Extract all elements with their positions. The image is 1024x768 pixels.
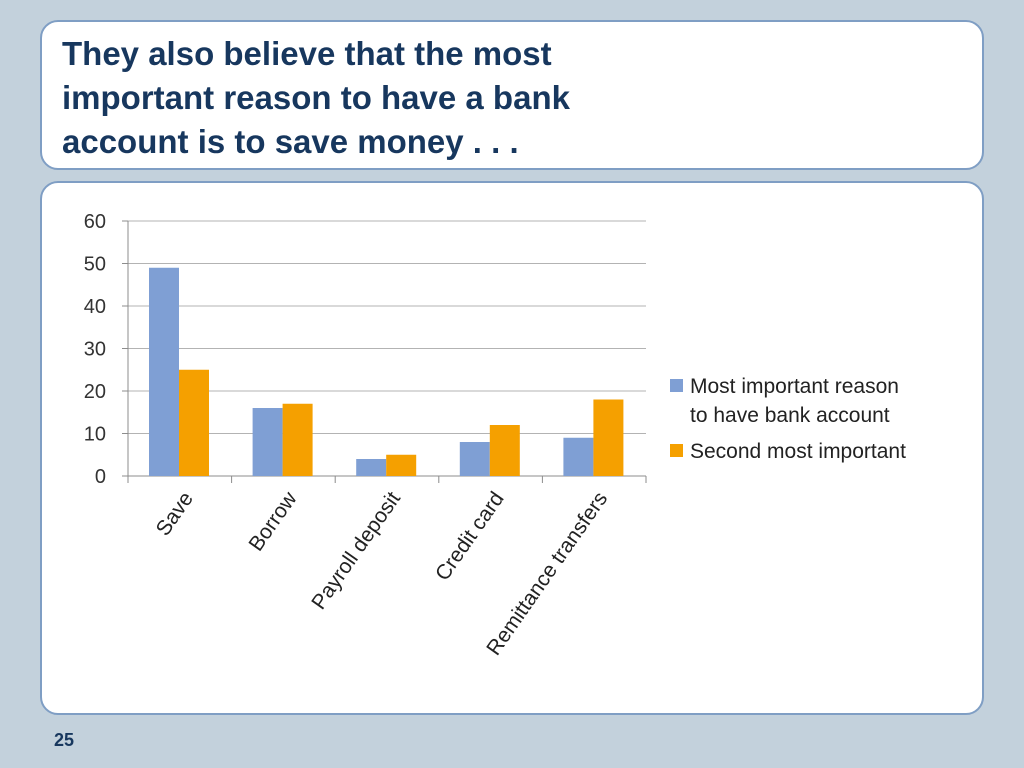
- y-tick-label-0: 0: [95, 466, 106, 488]
- x-category-label-remittance-transfers: Remittance transfers: [482, 488, 612, 660]
- x-category-label-credit-card: Credit card: [431, 488, 509, 585]
- x-category-label-payroll-deposit: Payroll deposit: [307, 488, 405, 614]
- y-tick-label-40: 40: [84, 296, 106, 318]
- y-tick-label-50: 50: [84, 254, 106, 276]
- slide-title-line-2: important reason to have a bank: [62, 79, 570, 116]
- y-tick-label-10: 10: [84, 424, 106, 446]
- legend-swatch-0: [670, 379, 683, 392]
- bar-most-important-payroll-deposit: [356, 459, 387, 476]
- bar-chart: 0 10 20 30 40 50 60 Save Borrow Payroll deposit Cr…: [84, 211, 906, 660]
- y-tick-label-30: 30: [84, 339, 106, 361]
- y-tick-label-20: 20: [84, 381, 106, 403]
- bar-most-important-remittance-transfers: [563, 437, 594, 476]
- legend-label-1-0: Second most important: [690, 440, 906, 463]
- page-number: 25: [54, 730, 75, 750]
- title-box: They also believe that the most importan…: [40, 20, 984, 170]
- bar-second-most-payroll-deposit: [386, 454, 417, 476]
- bar-second-most-save: [179, 369, 209, 476]
- chart-box: 0 10 20 30 40 50 60 Save Borrow Payroll deposit Cr…: [40, 181, 984, 715]
- bar-second-most-borrow: [282, 403, 313, 476]
- x-category-label-save: Save: [152, 488, 198, 540]
- bar-second-most-remittance-transfers: [593, 399, 624, 476]
- y-tick-label-60: 60: [84, 211, 106, 233]
- slide-title-line-1: They also believe that the most: [62, 35, 552, 72]
- slide-title: They also believe that the most importan…: [62, 32, 762, 164]
- slide-title-line-3: account is to save money . . .: [62, 123, 519, 160]
- bar-most-important-credit-card: [459, 442, 490, 476]
- legend-swatch-1: [670, 444, 683, 457]
- x-category-label-borrow: Borrow: [244, 487, 301, 555]
- bar-most-important-save: [149, 267, 179, 476]
- legend-label-0-1: to have bank account: [690, 404, 890, 427]
- bar-most-important-borrow: [252, 408, 283, 476]
- legend-label-0-0: Most important reason: [690, 375, 899, 398]
- bar-second-most-credit-card: [489, 425, 520, 476]
